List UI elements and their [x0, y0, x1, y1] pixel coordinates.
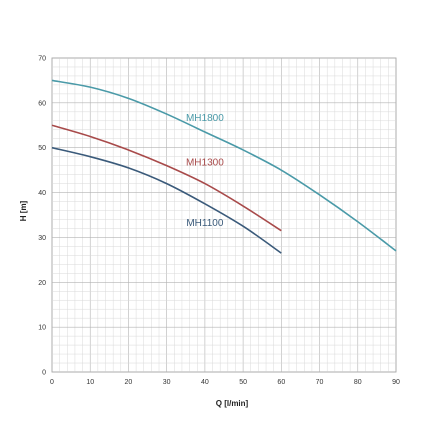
grid: [51, 57, 397, 373]
y-tick-label: 20: [38, 280, 46, 287]
x-tick-label: 50: [239, 379, 247, 386]
x-tick-label: 10: [86, 379, 94, 386]
x-tick-label: 70: [316, 379, 324, 386]
y-axis-title: H [m]: [19, 200, 28, 221]
y-tick-label: 10: [38, 325, 46, 332]
x-axis-title: Q [l/min]: [216, 399, 249, 408]
y-tick-label: 30: [38, 235, 46, 242]
x-tick-label: 60: [277, 379, 285, 386]
series-line-mh1100: [51, 146, 282, 254]
x-tick-label: 90: [392, 379, 400, 386]
y-tick-label: 50: [38, 145, 46, 152]
series-label-mh1300: MH1300: [186, 158, 224, 169]
y-tick-label: 0: [42, 370, 46, 377]
series-label-mh1800: MH1800: [186, 113, 224, 124]
y-tick-label: 60: [38, 100, 46, 107]
series-line-mh1800: [51, 79, 397, 252]
x-tick-label: 20: [125, 379, 133, 386]
tick-labels: 0 10 20 30 40 50 60 70 80 90 0 10 20 30 40 50 60 70: [38, 56, 400, 387]
x-tick-label: 30: [163, 379, 171, 386]
series-label-mh1100: MH1100: [186, 218, 223, 229]
series-labels: MH1800 MH1300 MH1100: [186, 113, 224, 229]
x-tick-label: 40: [201, 379, 209, 386]
series-lines: [51, 79, 397, 254]
y-tick-label: 70: [38, 56, 46, 63]
y-tick-label: 40: [38, 190, 46, 197]
x-tick-label: 80: [354, 379, 362, 386]
series-line-mh1300: [51, 124, 282, 232]
x-tick-label: 0: [50, 379, 54, 386]
